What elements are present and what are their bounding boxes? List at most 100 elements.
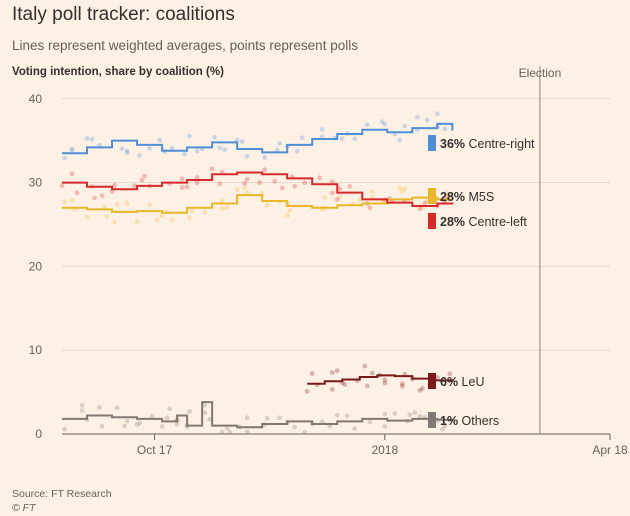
poll-point [369, 194, 375, 200]
poll-point [442, 126, 448, 132]
end-label-value: 36% [440, 137, 465, 151]
poll-point [364, 122, 370, 128]
poll-point [119, 146, 125, 151]
poll-point [412, 410, 418, 416]
poll-point [187, 215, 193, 221]
poll-point [287, 208, 293, 214]
poll-point [139, 177, 145, 183]
poll-point [167, 406, 172, 412]
poll-point [179, 185, 185, 190]
poll-point [159, 213, 165, 218]
end-label-name: Others [458, 414, 499, 428]
poll-point [147, 146, 152, 151]
end-label-name: Centre-left [465, 215, 527, 229]
poll-point [137, 420, 142, 426]
poll-point [212, 135, 218, 140]
end-label-value: 28% [440, 190, 465, 204]
poll-point [114, 202, 120, 207]
poll-point [399, 188, 405, 194]
poll-point [382, 377, 388, 383]
poll-point [352, 426, 358, 431]
end-label-value: 6% [440, 375, 458, 389]
end-label-name: Centre-right [465, 137, 535, 151]
poll-point [397, 185, 403, 191]
series-line-centre-left [62, 171, 454, 208]
poll-point [217, 181, 223, 187]
election-label: Election [519, 66, 562, 80]
poll-point [264, 203, 270, 208]
poll-point [207, 416, 213, 422]
poll-point [194, 175, 200, 180]
poll-point [397, 137, 403, 143]
poll-point [424, 117, 430, 123]
poll-point [104, 214, 110, 220]
poll-point [304, 388, 310, 394]
poll-point [219, 206, 225, 212]
poll-point [284, 213, 290, 218]
end-label-name: LeU [458, 375, 484, 389]
end-label-centre-left: 28% Centre-left [440, 215, 527, 229]
poll-point [62, 426, 67, 432]
y-tick-label: 30 [29, 176, 43, 190]
poll-point [419, 386, 425, 391]
poll-point [244, 415, 250, 421]
poll-point [369, 189, 375, 194]
poll-point [59, 183, 65, 189]
poll-point [277, 140, 283, 146]
end-label-value: 28% [440, 215, 465, 229]
poll-point [69, 146, 75, 152]
poll-point [194, 148, 200, 154]
ft-brand: © FT [12, 502, 36, 514]
poll-point [242, 180, 248, 186]
x-tick-label: 2018 [371, 443, 398, 457]
poll-point [222, 147, 228, 153]
poll-point [114, 405, 120, 411]
poll-point [434, 374, 440, 380]
series-line-m5s [62, 194, 453, 214]
poll-point [447, 192, 453, 197]
poll-point [89, 136, 95, 142]
poll-point [219, 429, 225, 435]
y-tick-label: 10 [29, 343, 43, 357]
poll-point [62, 199, 67, 204]
poll-point [124, 148, 130, 154]
poll-point [299, 135, 305, 141]
poll-point [367, 205, 373, 211]
end-label-m5s: 28% M5S [440, 190, 494, 204]
poll-point [74, 190, 80, 196]
poll-point [224, 425, 230, 431]
poll-point [357, 197, 363, 203]
poll-point [414, 114, 420, 120]
poll-point [69, 197, 75, 203]
poll-point [337, 193, 343, 199]
y-axis-label: Voting intention, share by coalition (%) [12, 66, 224, 78]
poll-point [244, 190, 250, 195]
poll-point [262, 167, 268, 173]
poll-point [407, 412, 413, 418]
poll-point [309, 371, 315, 376]
x-tick-label: Oct 17 [137, 443, 173, 457]
poll-point [417, 387, 423, 393]
poll-points [59, 111, 453, 435]
poll-point [84, 136, 90, 141]
poll-point [194, 180, 200, 186]
poll-point [217, 145, 223, 151]
poll-point [142, 173, 147, 179]
poll-point [302, 180, 308, 186]
poll-point [154, 217, 160, 223]
poll-point [302, 429, 308, 435]
poll-point [344, 413, 350, 419]
poll-point [239, 139, 245, 144]
end-label-swatch-others [428, 412, 436, 428]
poll-point [294, 148, 300, 154]
poll-point [174, 421, 180, 427]
poll-point [124, 418, 130, 424]
poll-point [92, 195, 97, 201]
poll-point [402, 186, 408, 192]
poll-point [157, 137, 162, 143]
poll-point [342, 382, 348, 387]
poll-point [62, 155, 67, 161]
poll-point [439, 426, 445, 432]
poll-point [272, 178, 278, 184]
chart-subtitle: Lines represent weighted averages, point… [12, 38, 358, 53]
